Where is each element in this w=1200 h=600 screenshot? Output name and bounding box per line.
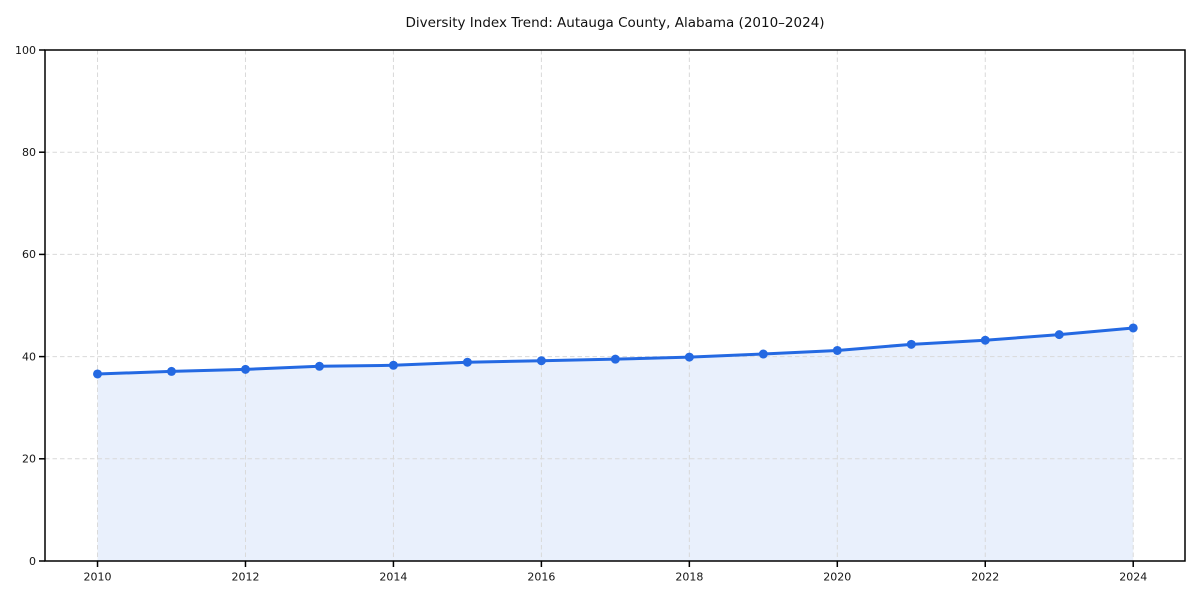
- data-point: [462, 357, 472, 367]
- data-point: [906, 339, 916, 349]
- data-point: [314, 361, 324, 371]
- x-tick-label: 2010: [84, 571, 112, 584]
- x-tick-label: 2012: [231, 571, 259, 584]
- axes: 2010 2012 2014 2016 2018 2020 2022 2024 0 20 40 60 8…: [15, 44, 1186, 584]
- x-tick-label: 2020: [823, 571, 851, 584]
- data-point: [1054, 330, 1064, 340]
- area-fill-layer: [97, 327, 1134, 561]
- trend-series: [93, 323, 1138, 379]
- data-point: [758, 349, 768, 359]
- data-point: [1128, 323, 1138, 333]
- y-tick-label: 60: [22, 248, 36, 261]
- data-point: [167, 366, 177, 376]
- area-fill: [97, 327, 1134, 561]
- data-point: [93, 369, 103, 379]
- x-tick-label: 2024: [1119, 571, 1147, 584]
- y-tick-label: 100: [15, 44, 36, 57]
- y-tick-label: 20: [22, 453, 36, 466]
- y-tick-label: 0: [29, 555, 36, 568]
- plot-border: [44, 49, 1186, 562]
- y-tick-label: 40: [22, 350, 36, 363]
- x-tick-label: 2018: [675, 571, 703, 584]
- data-point: [832, 345, 842, 355]
- data-point: [240, 364, 250, 374]
- x-tick-label: 2014: [379, 571, 407, 584]
- data-point: [610, 354, 620, 364]
- data-point: [536, 356, 546, 366]
- y-tick-label: 80: [22, 146, 36, 159]
- x-tick-label: 2022: [971, 571, 999, 584]
- data-point: [980, 335, 990, 345]
- data-point: [388, 360, 398, 370]
- data-point: [684, 352, 694, 362]
- chart-title: Diversity Index Trend: Autauga County, A…: [405, 15, 824, 31]
- x-tick-label: 2016: [527, 571, 555, 584]
